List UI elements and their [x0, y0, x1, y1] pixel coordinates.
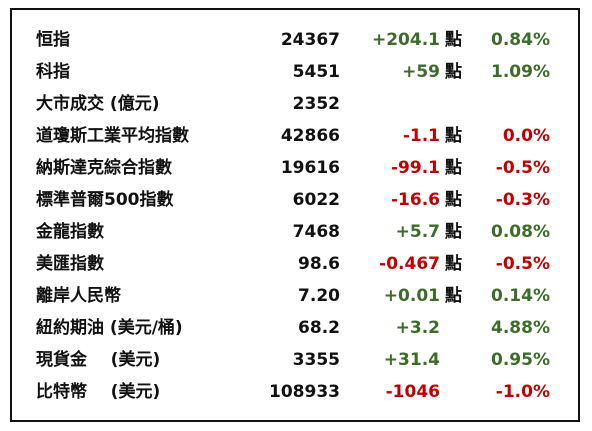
row-unit: 點 — [445, 158, 462, 178]
row-change: +204.1 — [371, 30, 440, 50]
row-name: 美匯指數 — [36, 254, 104, 274]
row-name: 離岸人民幣 — [36, 286, 121, 306]
row-change: -1046 — [385, 382, 440, 402]
row-unit: 點 — [445, 190, 462, 210]
row-value: 108933 — [269, 382, 340, 402]
row-unit: 點 — [445, 286, 462, 306]
row-percent: -1.0% — [495, 382, 550, 402]
row-value: 24367 — [280, 30, 340, 50]
row-percent: 0.95% — [491, 350, 550, 370]
row-change: -1.1 — [402, 126, 440, 146]
row-value: 5451 — [292, 62, 340, 82]
row-percent: 0.0% — [502, 126, 550, 146]
row-name: 標準普爾500指數 — [36, 190, 174, 210]
row-percent: 0.08% — [491, 222, 550, 242]
row-value: 68.2 — [298, 318, 340, 338]
row-name: 大市成交 (億元) — [36, 94, 160, 114]
row-value: 19616 — [280, 158, 340, 178]
row-percent: 0.14% — [491, 286, 550, 306]
row-unit: 點 — [445, 126, 462, 146]
row-name: 現貨金 (美元) — [36, 350, 161, 370]
row-change: +5.7 — [395, 222, 440, 242]
row-value: 42866 — [280, 126, 340, 146]
row-name: 道瓊斯工業平均指數 — [36, 126, 189, 146]
row-percent: -0.5% — [495, 254, 550, 274]
row-change: +31.4 — [383, 350, 440, 370]
row-percent: -0.5% — [495, 158, 550, 178]
row-change: +0.01 — [383, 286, 440, 306]
row-change: -99.1 — [391, 158, 440, 178]
table-frame — [10, 8, 580, 422]
row-name: 比特幣 (美元) — [36, 382, 161, 402]
row-unit: 點 — [445, 30, 462, 50]
row-value: 7.20 — [298, 286, 340, 306]
row-name: 金龍指數 — [36, 222, 104, 242]
row-value: 2352 — [292, 94, 340, 114]
row-value: 3355 — [292, 350, 340, 370]
row-percent: 0.84% — [491, 30, 550, 50]
row-name: 納斯達克綜合指數 — [36, 158, 172, 178]
row-change: +3.2 — [395, 318, 440, 338]
row-unit: 點 — [445, 222, 462, 242]
row-name: 紐約期油 (美元/桶) — [36, 318, 183, 338]
row-value: 98.6 — [298, 254, 340, 274]
row-percent: 1.09% — [491, 62, 550, 82]
row-percent: 4.88% — [491, 318, 550, 338]
row-percent: -0.3% — [495, 190, 550, 210]
row-name: 科指 — [36, 62, 70, 82]
row-unit: 點 — [445, 62, 462, 82]
row-value: 6022 — [292, 190, 340, 210]
row-change: +59 — [402, 62, 440, 82]
row-change: -0.467 — [379, 254, 440, 274]
row-name: 恒指 — [36, 30, 70, 50]
row-value: 7468 — [292, 222, 340, 242]
row-change: -16.6 — [391, 190, 440, 210]
row-unit: 點 — [445, 254, 462, 274]
